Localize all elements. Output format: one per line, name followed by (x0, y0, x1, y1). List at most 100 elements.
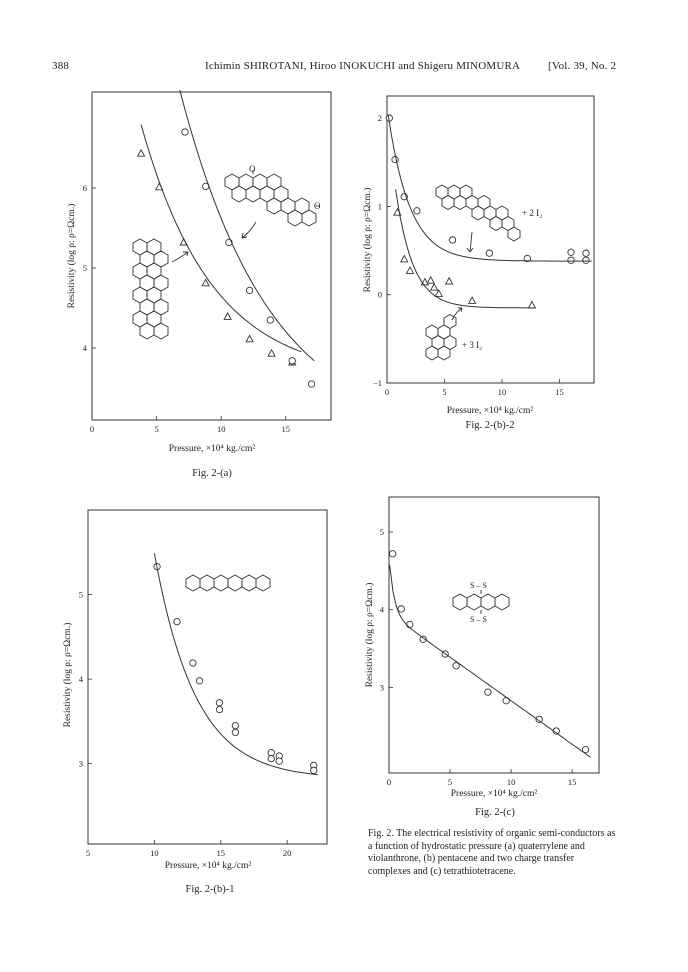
ylabel-c: Resistivity (log ρ: ρ=Ωcm.) (364, 583, 375, 688)
marks-b1 (153, 563, 318, 775)
ylabel-b2: Resistivity (log ρ: ρ=Ωcm.) (362, 188, 373, 293)
pentacene-complex-structure (435, 184, 521, 253)
chart-c: 0 5 10 15 3 4 5 S – S S – S (380, 496, 600, 787)
ylabel-a: Resistivity (log ρ: ρ=Ωcm.) (66, 204, 77, 309)
data-point-triangle (467, 296, 477, 304)
volume-info: [Vol. 39, No. 2 (548, 60, 617, 72)
xlabel-c: Pressure, ×10⁴ kg./cm² (451, 789, 538, 799)
iodine-label-3: + 3 I₂ (462, 340, 482, 350)
data-point-circle (267, 754, 275, 763)
data-point-triangle (444, 276, 454, 285)
x-tick-label: 10 (217, 424, 226, 434)
data-point-circle (523, 254, 531, 263)
y-tick-label: 4 (380, 605, 385, 615)
y-tick-label: −1 (373, 378, 382, 388)
caption-fig-2a: Fig. 2-(a) (192, 468, 232, 479)
carbonyl-o-right: O (314, 201, 321, 211)
marks-c (389, 550, 590, 754)
data-point-circle (484, 688, 492, 696)
plot-frame-a (91, 91, 332, 421)
plot-frame-b1 (87, 509, 328, 845)
fit-curve-a-circles (179, 89, 315, 362)
data-point-triangle (420, 277, 430, 286)
data-point-circle (582, 249, 590, 257)
data-point-circle (567, 256, 575, 264)
violanthrone-structure (224, 170, 320, 239)
data-point-circle (173, 617, 181, 626)
data-point-circle (307, 380, 316, 388)
data-point-triangle (527, 300, 537, 309)
x-tick-label: 15 (217, 848, 226, 858)
tetrathiotetracene-structure (452, 590, 510, 614)
y-tick-label: 2 (378, 113, 382, 123)
data-point-circle (452, 662, 460, 670)
marks-a (136, 128, 316, 388)
data-point-triangle (405, 266, 415, 274)
data-point-circle (485, 249, 493, 257)
iodine-label-2: + 2 I₂ (522, 208, 542, 218)
data-point-circle (406, 620, 414, 629)
data-point-circle (535, 715, 543, 724)
x-tick-label: 5 (448, 777, 452, 787)
pentacene-structure (185, 574, 271, 592)
caption-fig-2b1: Fig. 2-(b)-1 (185, 884, 235, 895)
data-point-triangle (201, 278, 210, 287)
y-tick-label: 0 (378, 290, 382, 300)
data-point-circle (310, 766, 318, 775)
data-point-triangle (429, 282, 439, 291)
plot-frame-b2 (386, 95, 595, 384)
data-point-triangle (434, 289, 444, 297)
data-point-circle (288, 357, 296, 365)
fit-curve-b2-triangles (395, 189, 535, 309)
data-point-circle (397, 605, 405, 613)
data-point-triangle (399, 254, 409, 263)
data-point-circle (413, 207, 421, 215)
data-point-circle (567, 248, 575, 256)
data-point-circle (582, 256, 590, 264)
data-point-circle (231, 728, 240, 737)
x-tick-label: 15 (555, 387, 564, 397)
xlabel-b1: Pressure, ×10⁴ kg./cm² (165, 861, 252, 871)
data-point-triangle (223, 312, 232, 320)
ticks-b1: 5 10 15 20 3 4 5 (79, 590, 292, 858)
data-point-circle (266, 316, 274, 324)
data-point-circle (181, 128, 189, 136)
fit-curve-a-triangles (140, 124, 302, 353)
chart-b1: 5 10 15 20 3 4 5 (79, 509, 328, 858)
marks-b2 (385, 114, 590, 309)
data-point-circle (275, 757, 283, 765)
data-point-circle (391, 155, 399, 164)
data-point-triangle (245, 334, 254, 343)
x-tick-label: 15 (282, 424, 291, 434)
data-point-circle (231, 721, 240, 730)
x-tick-label: 15 (568, 777, 577, 787)
x-tick-label: 10 (498, 387, 507, 397)
ylabel-b1: Resistivity (log ρ: ρ=Ωcm.) (62, 623, 73, 728)
xlabel-a: Pressure, ×10⁴ kg./cm² (169, 444, 256, 454)
data-point-circle (267, 749, 275, 757)
xlabel-b2: Pressure, ×10⁴ kg./cm² (447, 406, 534, 416)
triphenylene-complex-structure (425, 307, 463, 361)
y-tick-label: 5 (79, 590, 83, 600)
data-point-circle (215, 705, 224, 714)
data-point-circle (189, 659, 197, 667)
y-tick-label: 3 (79, 759, 83, 769)
x-tick-label: 5 (86, 848, 90, 858)
carbonyl-o-top: O (249, 164, 256, 174)
ticks-a: 0 5 10 15 4 5 6 (83, 183, 290, 434)
chart-a: 0 5 10 15 4 5 6 (83, 89, 332, 434)
y-tick-label: 6 (83, 183, 87, 193)
plot-frame-c (388, 496, 600, 774)
y-tick-label: 5 (380, 527, 384, 537)
running-head-authors: Ichimin SHIROTANI, Hiroo INOKUCHI and Sh… (205, 60, 521, 72)
x-tick-label: 20 (283, 848, 292, 858)
data-point-triangle (267, 348, 276, 357)
data-point-circle (581, 746, 590, 754)
data-point-circle (448, 236, 457, 244)
figure-caption: Fig. 2. The electrical resistivity of or… (368, 828, 616, 877)
x-tick-label: 5 (154, 424, 158, 434)
y-tick-label: 5 (83, 263, 87, 273)
fit-curve-c (389, 564, 591, 758)
